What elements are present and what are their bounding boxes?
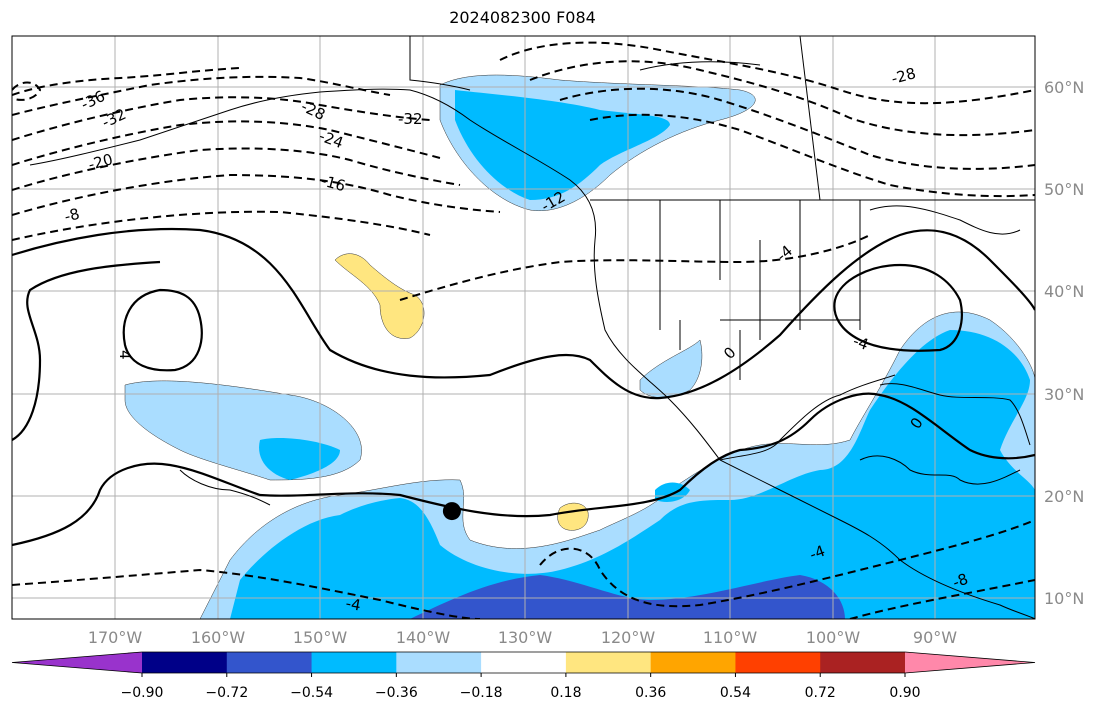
lat-tick-label: 60°N [1044,78,1084,97]
contour-label: -32 [398,110,423,128]
contour-label: -4 [344,594,362,614]
lon-tick-label: 160°W [191,628,246,647]
colorbar-segment [311,652,397,673]
contour-label: -28 [889,64,917,88]
lon-tick-label: 100°W [806,628,861,647]
lat-tick-label: 20°N [1044,487,1084,506]
graticule [12,36,1035,619]
colorbar-tick-label: −0.18 [460,685,503,701]
lon-tick-label: 130°W [498,628,553,647]
map-content: -36 -32 -28 -24 -20 -16 -8 -32 -12 -4 4 … [12,36,1035,619]
colorbar-tick-label: −0.90 [121,685,164,701]
map-title: 2024082300 F084 [449,8,596,27]
colorbar-segment [481,652,567,673]
colorbar-tick-label: 0.72 [805,685,836,701]
colorbar-tick-label: 0.18 [550,685,581,701]
longitude-labels: 170°W 160°W 150°W 140°W 130°W 120°W 110°… [88,628,957,647]
contour-label: -4 [851,332,871,354]
contour-label: -4 [807,542,827,564]
lat-tick-label: 40°N [1044,282,1084,301]
lon-tick-label: 90°W [913,628,957,647]
lon-tick-label: 170°W [88,628,143,647]
colorbar-segment [226,652,313,673]
colorbar-segment [142,652,228,673]
colorbar-tick-label: 0.90 [889,685,920,701]
colorbar-tick-label: 0.54 [720,685,751,701]
contour-label: -16 [319,171,347,195]
lon-tick-label: 140°W [396,628,451,647]
dashed-contours [12,41,1035,619]
lat-tick-label: 30°N [1044,385,1084,404]
colorbar-tick-label: −0.54 [290,685,333,701]
latitude-labels: 10°N 20°N 30°N 40°N 50°N 60°N [1044,78,1084,608]
colorbar-extend-high [905,652,1035,673]
lon-tick-label: 120°W [601,628,656,647]
colorbar-tick-label: −0.36 [375,685,418,701]
dark-blue-regions [410,575,845,619]
colorbar: −0.90 −0.72 −0.54 −0.36 −0.18 0.18 0.36 0.54 0.7… [11,651,1036,701]
solid-contours [12,227,1035,547]
lon-tick-label: 110°W [703,628,758,647]
lat-tick-label: 10°N [1044,589,1084,608]
coastlines [29,36,1035,619]
colorbar-segment [565,652,652,673]
colorbar-extend-low [12,652,142,673]
contour-label: 4 [116,350,134,360]
colorbar-tick-label: 0.36 [635,685,666,701]
lat-tick-label: 50°N [1044,180,1084,199]
contour-label: -8 [950,570,970,592]
map-frame [11,35,1036,620]
colorbar-segment [396,652,482,673]
colorbar-segment [820,652,906,673]
lon-tick-label: 150°W [293,628,348,647]
contour-label: -8 [62,205,81,226]
contour-label: -20 [86,150,114,174]
colorbar-tick-label: −0.72 [205,685,248,701]
storm-position-marker [442,502,461,521]
colorbar-segment [735,652,821,673]
colorbar-segment [650,652,736,673]
